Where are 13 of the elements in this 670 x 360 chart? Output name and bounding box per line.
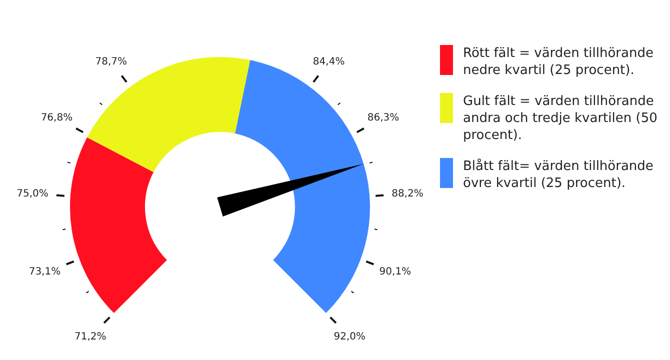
text: 84,4% <box>312 56 345 68</box>
text: 90,1% <box>379 266 412 278</box>
text: 88,2% <box>392 188 424 200</box>
text: 86,3% <box>367 112 400 124</box>
legend-label: Rött fält = värden tillhörande nedre kvartil (25 procent). <box>463 45 654 79</box>
text: 92,0% <box>334 331 366 342</box>
text: 73,1% <box>28 266 61 278</box>
text: 71,2% <box>74 331 106 342</box>
text: 76,8% <box>40 112 73 124</box>
text: 75,0% <box>16 188 48 200</box>
legend-label: Blått fält= värden tillhörande övre kvartil (25 procent). <box>463 158 654 192</box>
text: 78,7% <box>95 56 128 68</box>
legend-label: Gult fält = värden tillhörande andra och tredje kvartilen (50 procent). <box>463 93 658 144</box>
